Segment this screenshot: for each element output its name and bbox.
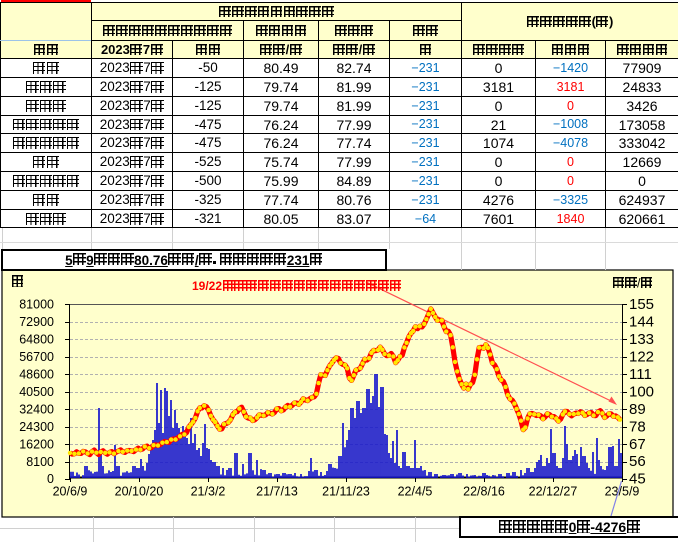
svg-text:0: 0 [47,472,54,486]
svg-text:22/4/5: 22/4/5 [398,485,433,499]
svg-text:111: 111 [629,366,652,383]
svg-text:122: 122 [629,349,654,366]
svg-text:155: 155 [629,296,654,313]
svg-text:23/5/9: 23/5/9 [605,485,640,499]
svg-text:22/12/27: 22/12/27 [529,485,578,499]
svg-text:8100: 8100 [26,455,54,469]
svg-text:133: 133 [629,331,654,348]
svg-text:21/3/2: 21/3/2 [191,485,226,499]
svg-text:144: 144 [629,314,654,331]
svg-text:20/10/20: 20/10/20 [115,485,164,499]
svg-text:64800: 64800 [19,333,54,347]
svg-text:16200: 16200 [19,437,54,451]
svg-text:45: 45 [629,471,646,488]
svg-text:21/11/23: 21/11/23 [322,485,370,499]
svg-text:24300: 24300 [19,420,54,434]
svg-text:67: 67 [629,436,646,453]
svg-text:32400: 32400 [19,402,54,416]
svg-text:56: 56 [629,453,646,470]
svg-text:21/7/13: 21/7/13 [256,485,298,499]
svg-text:100: 100 [629,383,654,400]
svg-text:48600: 48600 [19,368,54,382]
svg-text:81000: 81000 [19,298,54,312]
svg-text:20/6/9: 20/6/9 [53,485,88,499]
svg-text:72900: 72900 [19,315,54,329]
svg-text:89: 89 [629,401,646,418]
svg-text:56700: 56700 [19,350,54,364]
svg-text:78: 78 [629,418,646,435]
svg-text:22/8/16: 22/8/16 [463,485,505,499]
svg-text:40500: 40500 [19,385,54,399]
